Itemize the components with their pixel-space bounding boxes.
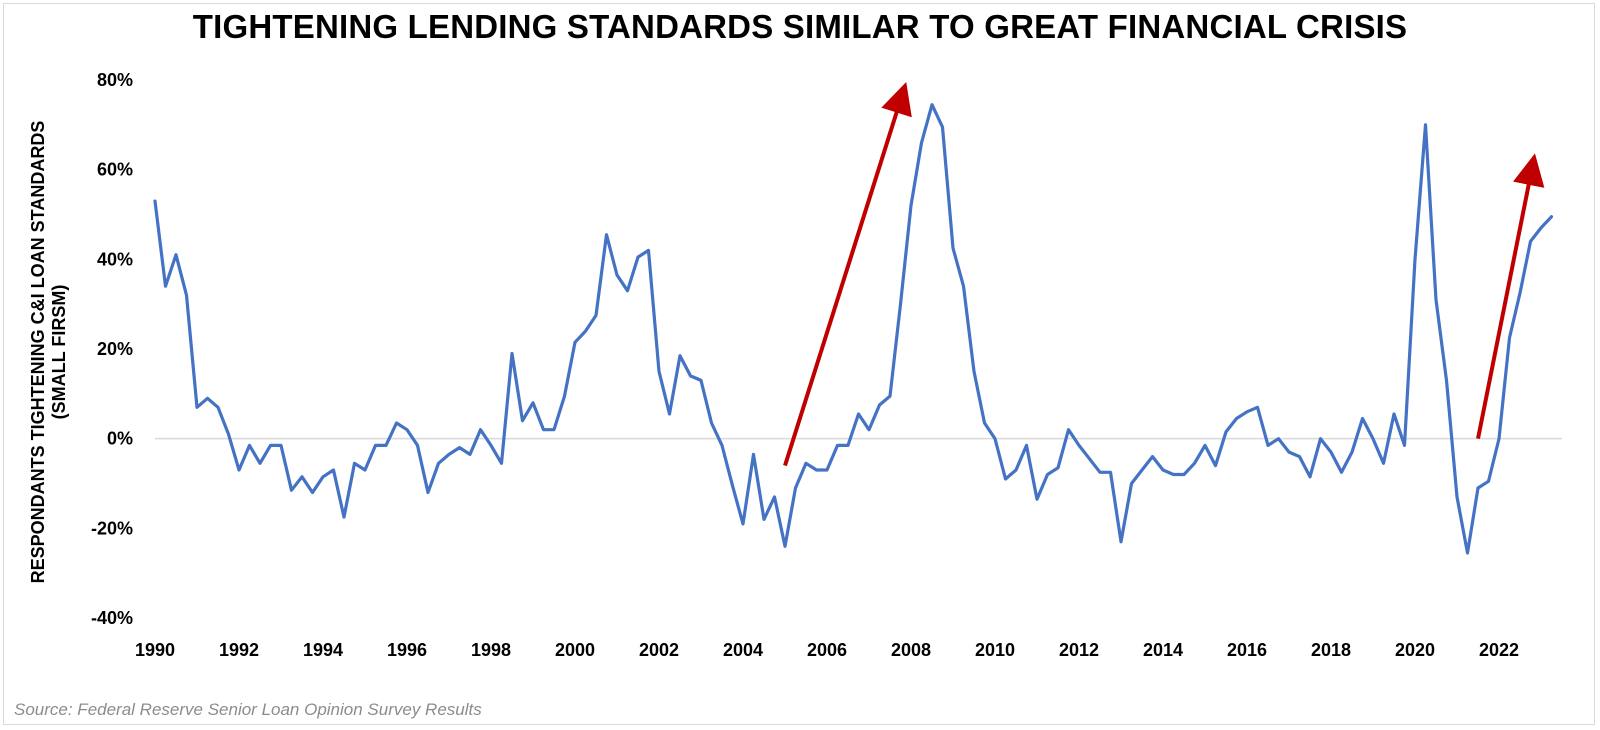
chart-frame [3,3,1595,725]
x-tick-label: 1998 [471,640,511,660]
y-tick-label: 0% [107,429,133,449]
series-group [153,103,1554,555]
x-tick-label: 2014 [1143,640,1183,660]
series-line [153,103,1554,555]
trend-arrow [783,82,912,467]
x-tick-label: 1994 [303,640,343,660]
y-axis-sublabel: (SMALL FIRSM) [49,285,69,420]
y-tick-label: -20% [91,518,133,538]
y-axis-label: RESPONDANTS TIGHTENING C&I LOAN STANDARD… [28,121,48,584]
x-tick-label: 1992 [219,640,259,660]
y-axis-ticks: 80% 60% 40% 20% 0% -20% -40% [91,70,133,628]
x-tick-label: 2006 [807,640,847,660]
x-tick-label: 2020 [1395,640,1435,660]
y-tick-label: 60% [97,160,133,180]
y-axis-label-group: RESPONDANTS TIGHTENING C&I LOAN STANDARD… [28,121,69,584]
x-tick-label: 2012 [1059,640,1099,660]
chart-title: TIGHTENING LENDING STANDARDS SIMILAR TO … [192,8,1408,45]
y-tick-label: 80% [97,70,133,90]
x-tick-label: 2022 [1479,640,1519,660]
source-note: Source: Federal Reserve Senior Loan Opin… [14,700,482,719]
y-tick-label: 40% [97,249,133,269]
x-tick-label: 2004 [723,640,763,660]
x-axis-ticks: 1990 1992 1994 1996 1998 2000 2002 2004 2006 2008… [135,640,1519,660]
x-tick-label: 1990 [135,640,175,660]
y-tick-label: -40% [91,608,133,628]
x-tick-label: 2016 [1227,640,1267,660]
x-tick-label: 2008 [891,640,931,660]
trend-arrow [1476,153,1545,440]
y-tick-label: 20% [97,339,133,359]
x-tick-label: 1996 [387,640,427,660]
x-tick-label: 2010 [975,640,1015,660]
annotation-arrows [783,82,1545,467]
x-tick-label: 2018 [1311,640,1351,660]
x-tick-label: 2002 [639,640,679,660]
x-tick-label: 2000 [555,640,595,660]
